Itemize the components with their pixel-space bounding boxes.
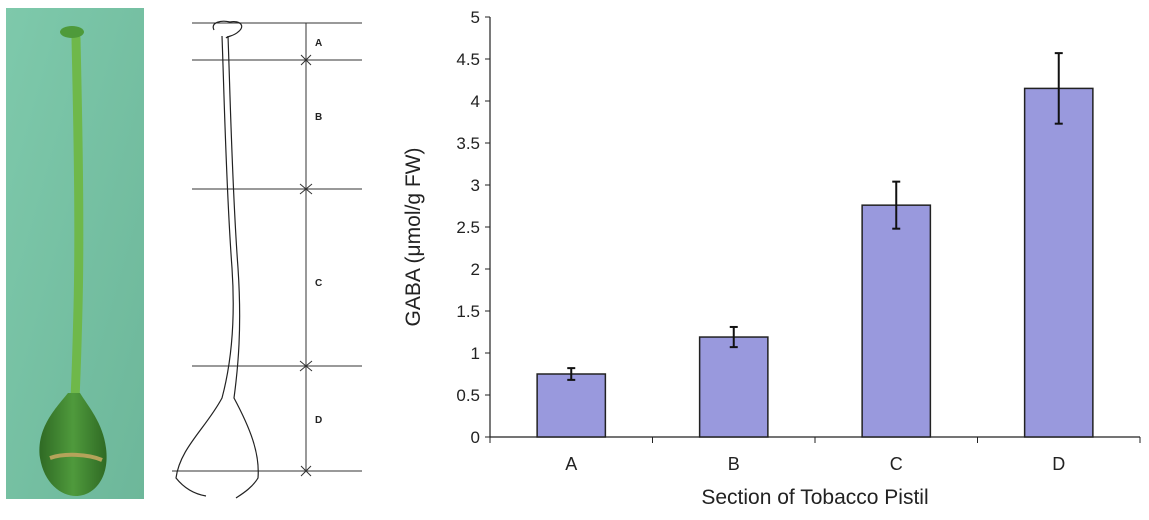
y-tick-label: 4 (471, 92, 480, 111)
ovary (39, 393, 107, 496)
gaba-bar-chart: 0 0.5 1 1.5 2 2.5 3 3.5 4 4.5 5 A B C D GABA (μmol/g F… (402, 8, 1141, 509)
x-tick-label: C (890, 454, 903, 474)
style-stem (70, 33, 84, 403)
ovary-band (49, 452, 103, 462)
y-tick-label: 5 (471, 8, 480, 27)
x-tick-label: A (565, 454, 577, 474)
x-axis-label: Section of Tobacco Pistil (701, 486, 928, 509)
y-tick-label: 2.5 (456, 218, 480, 237)
tick-mark (299, 183, 313, 195)
y-tick-label: 4.5 (456, 50, 480, 69)
y-tick-label: 1.5 (456, 302, 480, 321)
section-label-b: B (315, 112, 322, 123)
y-axis-label: GABA (μmol/g FW) (402, 148, 425, 327)
bar-b (698, 336, 769, 438)
section-label-a: A (315, 38, 322, 49)
y-tick-label: 2 (471, 260, 480, 279)
section-label-d: D (315, 415, 322, 426)
bar-c (861, 204, 932, 438)
tick-mark (300, 54, 312, 66)
pistil-outline-left (175, 35, 234, 497)
pistil-photo (6, 8, 144, 499)
y-tick-label: 0 (471, 428, 480, 447)
pistil-outline-right (227, 35, 259, 499)
pistil-photo-drawing (6, 8, 144, 499)
stigma (60, 26, 84, 38)
bar-d (1023, 87, 1094, 438)
gaba-chart: 0 0.5 1 1.5 2 2.5 3 3.5 4 4.5 5 A B C D GABA (μmol/g F… (380, 0, 1149, 515)
tick-mark (299, 360, 313, 372)
y-tick-label: 0.5 (456, 386, 480, 405)
stigma-outline (212, 20, 243, 39)
tick-mark (300, 465, 312, 477)
bar-a (536, 373, 607, 438)
plot-area: 0 0.5 1 1.5 2 2.5 3 3.5 4 4.5 5 A B C D (456, 8, 1141, 474)
pistil-diagram-drawing: A B C D (172, 20, 362, 499)
section-label-c: C (315, 278, 322, 289)
y-tick-label: 3.5 (456, 134, 480, 153)
x-tick-label: B (728, 454, 740, 474)
x-tick-label: D (1052, 454, 1065, 474)
y-tick-label: 3 (471, 176, 480, 195)
pistil-diagram: A B C D (166, 8, 366, 499)
y-tick-label: 1 (471, 344, 480, 363)
